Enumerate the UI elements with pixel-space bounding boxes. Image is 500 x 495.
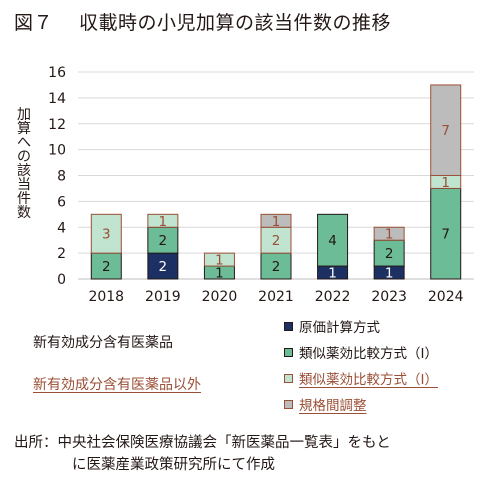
data-label: 3 bbox=[102, 227, 111, 243]
chart-title: 図７ 収載時の小児加算の該当件数の推移 bbox=[14, 8, 391, 35]
data-label: 1 bbox=[328, 266, 337, 282]
bar-segment bbox=[260, 226, 292, 254]
bar-segment bbox=[317, 213, 349, 267]
legend-label-genka: 原価計算方式 bbox=[299, 320, 380, 336]
data-label: 1 bbox=[215, 253, 224, 269]
y-tick-label: 16 bbox=[48, 65, 66, 81]
x-tick-label: 2023 bbox=[371, 289, 407, 305]
y-tick-label: 10 bbox=[48, 143, 66, 159]
bar-segment bbox=[430, 84, 462, 176]
legend-item-kikaku: 規格間調整 bbox=[284, 391, 438, 417]
y-tick-label: 6 bbox=[57, 194, 66, 210]
other-compound-label: 新有効成分含有医薬品以外 bbox=[33, 377, 201, 393]
legend-swatch-genka bbox=[284, 321, 293, 331]
legend-item-ruiji-new: 類似薬効比較方式（Ⅰ） bbox=[284, 339, 438, 365]
x-tick-label: 2020 bbox=[202, 289, 238, 305]
legend-label-ruiji-other: 類似薬効比較方式（Ⅰ） bbox=[299, 372, 438, 388]
data-label: 4 bbox=[328, 233, 337, 249]
data-label: 2 bbox=[272, 233, 281, 249]
bar-segment bbox=[90, 213, 122, 254]
data-label: 1 bbox=[385, 227, 394, 243]
source-line-1: 出所：中央社会保険医療協議会「新医薬品一覧表」をもと bbox=[14, 435, 391, 451]
legend-swatch-ruiji-other bbox=[284, 373, 293, 383]
data-label: 1 bbox=[159, 214, 168, 230]
data-label: 2 bbox=[385, 246, 394, 262]
y-tick-label: 2 bbox=[57, 246, 66, 262]
data-label: 1 bbox=[215, 266, 224, 282]
data-label: 2 bbox=[102, 259, 111, 275]
bar-segment bbox=[203, 252, 235, 267]
x-tick-label: 2018 bbox=[88, 289, 124, 305]
figure-number: 図７ bbox=[14, 12, 54, 34]
y-tick-label: 12 bbox=[48, 117, 66, 133]
legend-item-ruiji-other: 類似薬効比較方式（Ⅰ） bbox=[284, 365, 438, 391]
legend-label-ruiji-new: 類似薬効比較方式（Ⅰ） bbox=[299, 346, 438, 362]
legend: 原価計算方式 類似薬効比較方式（Ⅰ） 類似薬効比較方式（Ⅰ） 規格間調整 bbox=[284, 313, 438, 417]
bar-segment bbox=[260, 213, 292, 228]
bar-segment bbox=[90, 252, 122, 280]
data-label: 2 bbox=[272, 259, 281, 275]
x-tick-label: 2024 bbox=[428, 289, 464, 305]
data-label: 2 bbox=[159, 233, 168, 249]
data-label: 1 bbox=[385, 266, 394, 282]
legend-label-kikaku: 規格間調整 bbox=[299, 398, 367, 414]
y-tick-label: 14 bbox=[48, 91, 66, 107]
x-tick-label: 2022 bbox=[315, 289, 351, 305]
y-axis-label: 加算への該当件数 bbox=[17, 107, 31, 221]
y-tick-label: 4 bbox=[57, 220, 66, 236]
y-tick-label: 0 bbox=[57, 272, 66, 288]
legend-swatch-ruiji-new bbox=[284, 347, 293, 357]
data-label: 1 bbox=[272, 214, 281, 230]
bar-segment bbox=[430, 187, 462, 280]
bar-segment bbox=[147, 213, 179, 228]
data-label: 7 bbox=[441, 227, 450, 243]
bar-segment bbox=[373, 226, 405, 241]
legend-swatch-kikaku bbox=[284, 399, 293, 409]
y-tick-label: 8 bbox=[57, 169, 66, 185]
legend-item-genka: 原価計算方式 bbox=[284, 313, 438, 339]
bar-segment bbox=[260, 252, 292, 280]
stacked-bar-chart: 0246810121416232018221201911202022120211… bbox=[48, 65, 474, 305]
new-compound-label: 新有効成分含有医薬品 bbox=[33, 335, 173, 351]
data-label: 7 bbox=[441, 123, 450, 139]
data-label: 1 bbox=[441, 175, 450, 191]
source-note: 出所：中央社会保険医療協議会「新医薬品一覧表」をもと に医薬産業政策研究所にて作… bbox=[14, 432, 391, 476]
bar-segment bbox=[147, 226, 179, 254]
source-line-2: に医薬産業政策研究所にて作成 bbox=[72, 457, 275, 473]
title-text: 収載時の小児加算の該当件数の推移 bbox=[79, 12, 392, 34]
x-tick-label: 2019 bbox=[145, 289, 181, 305]
x-tick-label: 2021 bbox=[258, 289, 294, 305]
data-label: 2 bbox=[159, 259, 168, 275]
